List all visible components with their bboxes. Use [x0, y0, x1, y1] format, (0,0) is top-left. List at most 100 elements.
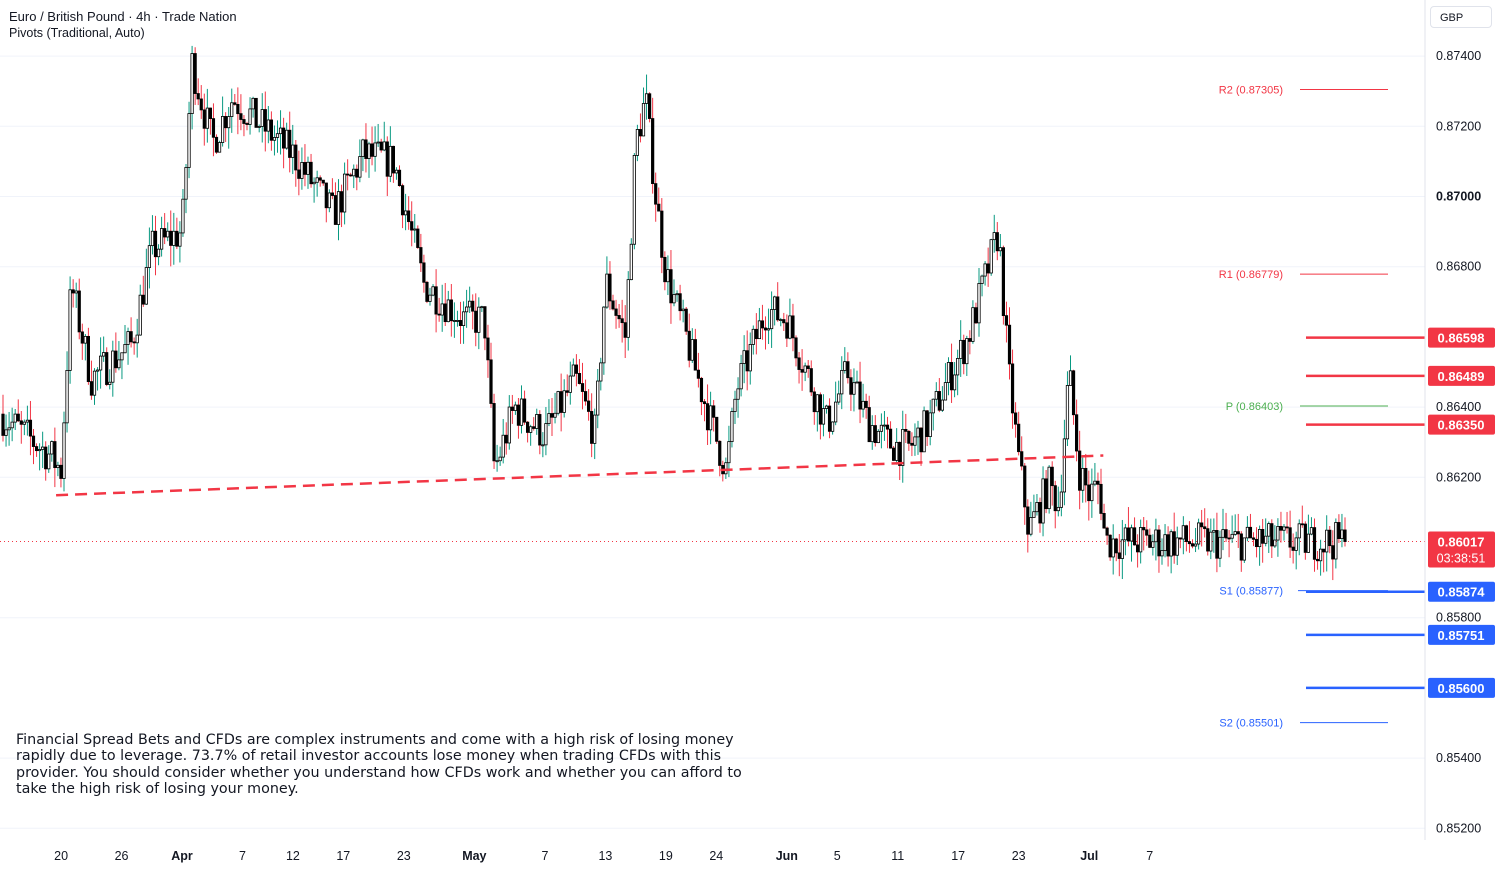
- price-axis[interactable]: 0.87400 0.87200 0.87000 0.86800 0.86400 0.862…: [1424, 0, 1481, 840]
- candle: [1035, 493, 1039, 516]
- candle: [1261, 518, 1265, 563]
- candle-body: [516, 404, 521, 426]
- level-badge-label: 0.86598: [1438, 331, 1485, 346]
- candle-body: [330, 192, 335, 196]
- candle-body: [1001, 247, 1006, 317]
- candle-body: [1, 413, 5, 436]
- candle-body: [1227, 537, 1231, 540]
- candle-body: [1032, 511, 1036, 518]
- candle-body: [242, 119, 246, 124]
- candle-body: [965, 338, 969, 365]
- trendline[interactable]: [56, 454, 1104, 497]
- candle-body: [4, 429, 8, 436]
- candle-body: [638, 129, 643, 137]
- time-axis[interactable]: 20 26 Apr 7 12 17 23 May 7 13 19 24 Jun 5 11 17 23 Jul 7: [54, 849, 1153, 863]
- candle-body: [53, 441, 57, 469]
- y-tick-label: 0.86200: [1436, 470, 1481, 484]
- candle-body: [403, 210, 408, 216]
- candle: [980, 274, 984, 297]
- candle-body: [144, 267, 148, 305]
- candle-body: [312, 181, 316, 185]
- candle-body: [361, 139, 365, 157]
- candle-body: [730, 411, 734, 442]
- candle-body: [269, 119, 274, 141]
- candle: [178, 221, 182, 263]
- candle-body: [297, 169, 301, 179]
- candle: [797, 352, 801, 384]
- candle: [303, 144, 307, 187]
- candle: [1224, 512, 1228, 543]
- candle-body: [1279, 526, 1283, 531]
- indicator-legend[interactable]: Pivots (Traditional, Auto): [9, 26, 145, 40]
- candle-body: [611, 300, 615, 310]
- candle: [568, 361, 572, 405]
- chart-title: Euro / British Pound · 4h · Trade Nation: [9, 9, 237, 24]
- y-tick-label: 0.87000: [1436, 190, 1481, 204]
- candle-body: [1007, 324, 1012, 365]
- candle-body: [571, 364, 575, 377]
- candle-body: [468, 300, 472, 308]
- currency-selector[interactable]: GBP: [1430, 6, 1492, 28]
- y-tick-label: 0.87400: [1436, 49, 1481, 63]
- candle: [428, 287, 432, 306]
- candle-body: [556, 391, 560, 414]
- candle: [968, 330, 972, 355]
- candle-body: [342, 173, 347, 213]
- candle: [1099, 468, 1103, 521]
- candle: [672, 279, 676, 307]
- candle-body: [175, 230, 179, 247]
- candle: [678, 284, 682, 321]
- candle: [827, 398, 832, 439]
- candle-body: [553, 412, 557, 418]
- candle: [187, 101, 191, 179]
- candle: [1023, 463, 1027, 525]
- candle-body: [1029, 517, 1033, 535]
- candle-body: [663, 256, 667, 283]
- candle: [1227, 530, 1231, 558]
- level-badge-label: 0.86350: [1438, 418, 1485, 433]
- candle-body: [709, 405, 713, 431]
- candle: [1120, 519, 1124, 580]
- candle: [635, 124, 640, 162]
- candle: [1322, 548, 1326, 573]
- candle-body: [727, 441, 731, 464]
- candle-body: [559, 391, 563, 413]
- candle-body: [1081, 467, 1085, 491]
- candle: [1197, 518, 1201, 550]
- candle-body: [1166, 534, 1170, 557]
- candle: [1221, 508, 1225, 551]
- candle-body: [763, 327, 768, 331]
- candle-body: [1071, 370, 1076, 416]
- candle: [937, 378, 941, 413]
- candle: [272, 125, 277, 156]
- level-badge-label: 0.85600: [1438, 681, 1485, 696]
- candle: [736, 377, 740, 418]
- candle: [1075, 399, 1079, 462]
- candle-body: [1068, 370, 1073, 386]
- candle: [629, 238, 633, 281]
- candle-body: [1215, 530, 1219, 559]
- candle-body: [44, 446, 48, 470]
- candle: [1020, 436, 1024, 471]
- candle: [516, 398, 521, 439]
- candle-body: [1035, 502, 1039, 513]
- candle: [410, 201, 414, 247]
- candle-body: [901, 428, 905, 466]
- candle: [687, 313, 691, 368]
- candle-body: [837, 393, 841, 403]
- pivot-lines: R2 (0.87305) R1 (0.86779) P (0.86403) S1 (0…: [0, 84, 1425, 730]
- candle: [123, 324, 127, 354]
- candle-body: [1303, 523, 1307, 553]
- candle-body: [1172, 531, 1176, 556]
- candle: [318, 175, 322, 187]
- chart-grid: [0, 55, 1425, 829]
- candle: [1230, 515, 1234, 543]
- candle-body: [224, 116, 228, 129]
- y-tick-label: 0.86400: [1436, 400, 1481, 414]
- candle-body: [266, 119, 270, 132]
- candle-body: [480, 306, 484, 309]
- candle: [550, 398, 554, 437]
- candle-body: [138, 294, 142, 336]
- candle-body: [660, 210, 664, 258]
